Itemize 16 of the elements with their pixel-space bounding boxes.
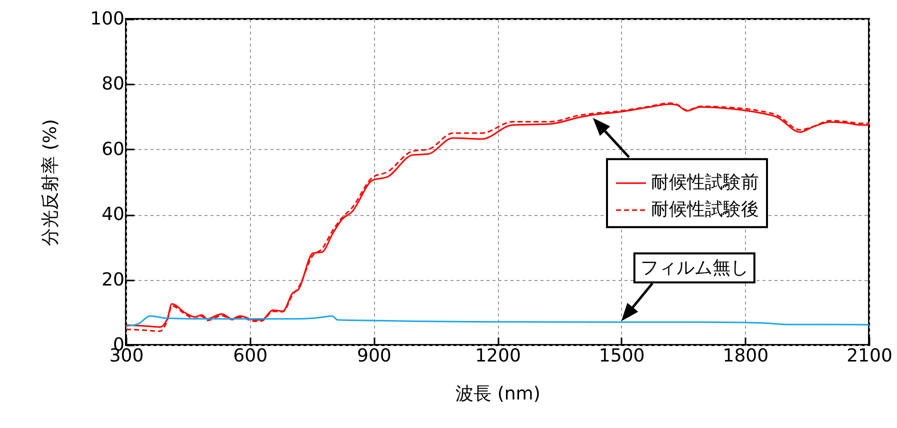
- x-tick-label: 2100: [846, 346, 892, 366]
- y-axis-title: 分光反射率 (%): [40, 119, 62, 246]
- legend-label: 耐候性試験後: [651, 199, 759, 220]
- y-tick-label: 60: [102, 138, 124, 160]
- y-tick-label: 20: [102, 269, 124, 290]
- annotation: フィルム無し: [640, 257, 748, 278]
- legend-label: 耐候性試験前: [651, 172, 759, 194]
- y-tick-label: 100: [90, 8, 124, 30]
- y-tick-label: 40: [102, 204, 124, 226]
- x-tick-label: 1800: [722, 346, 769, 366]
- y-tick-label: 80: [102, 74, 124, 95]
- x-tick-label: 1200: [475, 346, 521, 366]
- x-tick-label: 600: [233, 346, 268, 366]
- x-tick-label: 1500: [598, 346, 645, 366]
- x-tick-label: 900: [356, 346, 392, 366]
- x-axis-title: 波長 (nm): [456, 384, 540, 404]
